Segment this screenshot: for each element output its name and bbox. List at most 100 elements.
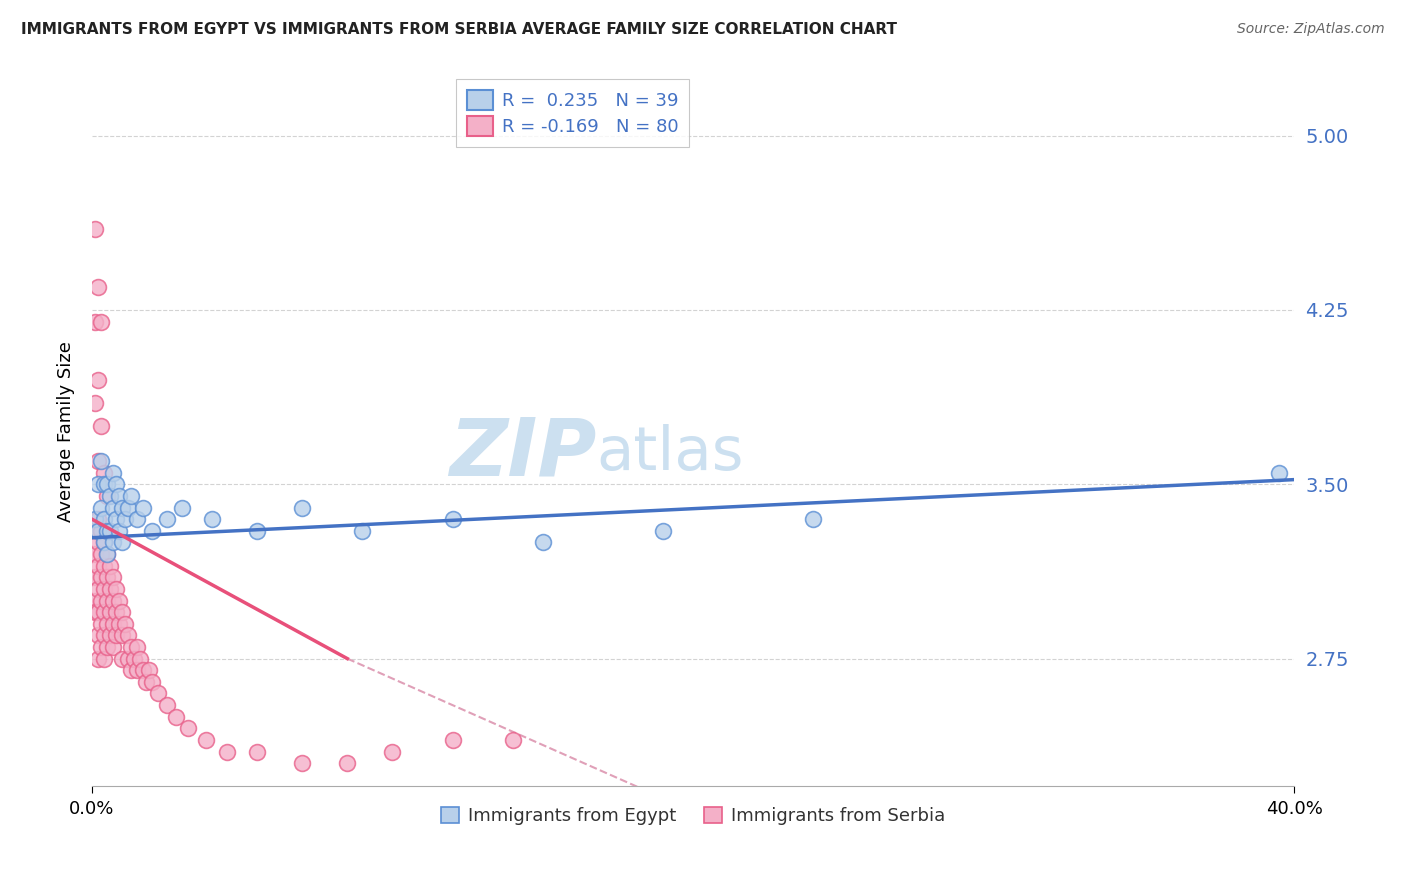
Point [101, 500, 124, 515]
Point [93, 466, 115, 480]
Point [87, 535, 110, 549]
Point [93, 535, 115, 549]
Point [90, 547, 112, 561]
Point [96, 593, 118, 607]
Point [336, 756, 359, 771]
Point [146, 686, 169, 700]
Point [117, 628, 139, 642]
Point [352, 524, 374, 538]
Point [96, 547, 118, 561]
Point [83, 570, 105, 584]
Point [87, 628, 110, 642]
Point [381, 745, 404, 759]
Point [93, 477, 115, 491]
Point [125, 663, 148, 677]
Point [111, 651, 134, 665]
Point [801, 512, 824, 526]
Point [111, 500, 134, 515]
Point [83, 547, 105, 561]
Point [83, 314, 105, 328]
Point [117, 651, 139, 665]
Point [90, 640, 112, 654]
Point [96, 616, 118, 631]
Point [246, 524, 269, 538]
Point [90, 616, 112, 631]
Point [96, 570, 118, 584]
Point [441, 512, 464, 526]
Point [87, 605, 110, 619]
Point [87, 558, 110, 573]
Text: atlas: atlas [596, 424, 744, 483]
Point [652, 524, 675, 538]
Point [87, 373, 110, 387]
Point [93, 628, 115, 642]
Point [93, 558, 115, 573]
Point [104, 628, 127, 642]
Point [87, 582, 110, 596]
Point [120, 489, 142, 503]
Point [111, 628, 134, 642]
Point [156, 698, 179, 712]
Point [83, 605, 105, 619]
Point [108, 524, 131, 538]
Point [104, 582, 127, 596]
Point [122, 651, 145, 665]
Point [83, 593, 105, 607]
Point [96, 477, 118, 491]
Point [129, 651, 152, 665]
Point [101, 570, 124, 584]
Point [117, 500, 139, 515]
Point [201, 512, 224, 526]
Point [87, 454, 110, 468]
Point [90, 419, 112, 434]
Point [104, 512, 127, 526]
Point [90, 454, 112, 468]
Point [165, 710, 187, 724]
Text: ZIP: ZIP [450, 414, 596, 492]
Point [101, 640, 124, 654]
Point [101, 616, 124, 631]
Point [83, 524, 105, 538]
Point [93, 651, 115, 665]
Point [114, 616, 136, 631]
Point [98, 524, 121, 538]
Text: Source: ZipAtlas.com: Source: ZipAtlas.com [1237, 22, 1385, 37]
Point [87, 512, 110, 526]
Point [156, 512, 179, 526]
Point [83, 396, 105, 410]
Point [120, 640, 142, 654]
Text: IMMIGRANTS FROM EGYPT VS IMMIGRANTS FROM SERBIA AVERAGE FAMILY SIZE CORRELATION : IMMIGRANTS FROM EGYPT VS IMMIGRANTS FROM… [21, 22, 897, 37]
Point [135, 674, 157, 689]
Point [217, 745, 239, 759]
Point [87, 477, 110, 491]
Point [141, 524, 163, 538]
Point [502, 733, 524, 747]
Point [104, 605, 127, 619]
Point [114, 512, 136, 526]
Point [98, 489, 121, 503]
Point [108, 489, 131, 503]
Point [83, 221, 105, 235]
Point [98, 582, 121, 596]
Point [120, 663, 142, 677]
Point [170, 500, 193, 515]
Point [108, 593, 131, 607]
Point [90, 593, 112, 607]
Point [531, 535, 554, 549]
Point [246, 745, 269, 759]
Point [441, 733, 464, 747]
Point [195, 733, 218, 747]
Point [96, 524, 118, 538]
Point [108, 616, 131, 631]
Point [125, 640, 148, 654]
Point [90, 500, 112, 515]
Point [90, 570, 112, 584]
Point [1268, 466, 1291, 480]
Y-axis label: Average Family Size: Average Family Size [58, 342, 75, 523]
Point [101, 593, 124, 607]
Point [132, 500, 155, 515]
Point [177, 722, 200, 736]
Point [111, 535, 134, 549]
Point [96, 489, 118, 503]
Point [93, 535, 115, 549]
